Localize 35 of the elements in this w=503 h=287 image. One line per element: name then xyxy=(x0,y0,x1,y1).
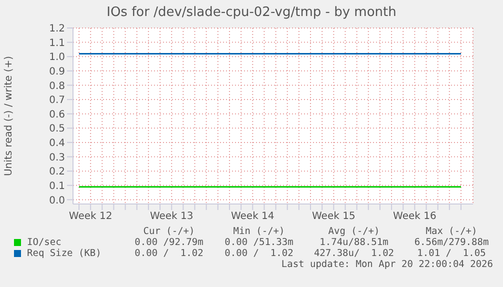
text: 0.00 / 1.02 xyxy=(134,248,204,259)
y-tick-label: 0.4 xyxy=(49,138,65,150)
chart-title: IOs for /dev/slade-cpu-02-vg/tmp - by month xyxy=(106,5,398,20)
y-tick-label: 0.8 xyxy=(49,80,65,92)
y-tick-label: 0.1 xyxy=(49,180,65,192)
text: 6.56m/279.88m xyxy=(413,237,490,248)
y-tick-label: 0.0 xyxy=(49,195,65,206)
text: Last update: Mon Apr 20 22:00:04 2026 xyxy=(280,259,494,270)
y-tick-label: 1.2 xyxy=(49,24,65,35)
y-tick-label: 0.3 xyxy=(49,152,65,164)
text: 0.00 / 1.02 xyxy=(224,248,294,259)
y-tick-label: 0.6 xyxy=(49,109,65,120)
y-tick-label: 0.5 xyxy=(49,124,65,135)
text: 0.00 /92.79m xyxy=(134,237,204,248)
x-tick-label: Week 12 xyxy=(68,211,112,222)
legend-label: IO/sec xyxy=(26,237,62,248)
text: Max (-/+) xyxy=(424,226,478,237)
y-tick-label: 1.1 xyxy=(49,38,65,49)
text: Min (-/+) xyxy=(232,226,286,237)
y-tick-label: 1.0 xyxy=(49,52,65,64)
text: Cur (-/+) xyxy=(142,226,196,237)
y-tick-label: 0.9 xyxy=(49,66,65,78)
y-axis-title: Units read (-) / write (+) xyxy=(4,56,15,176)
legend-label: Req Size (KB) xyxy=(26,248,102,259)
text: 1.01 / 1.05 xyxy=(416,248,487,259)
x-tick-label: Week 16 xyxy=(393,211,436,222)
x-tick-label: Week 13 xyxy=(150,211,194,222)
x-tick-label: Week 15 xyxy=(312,211,356,222)
text: 427.38u/ 1.02 xyxy=(312,248,396,259)
text: 0.00 /51.33m xyxy=(224,237,294,248)
text: 1.74u/88.51m xyxy=(318,237,390,248)
x-tick-label: Week 14 xyxy=(230,211,274,222)
y-tick-label: 0.7 xyxy=(49,95,65,106)
text: Avg (-/+) xyxy=(327,226,381,237)
y-tick-label: 0.2 xyxy=(49,166,65,178)
